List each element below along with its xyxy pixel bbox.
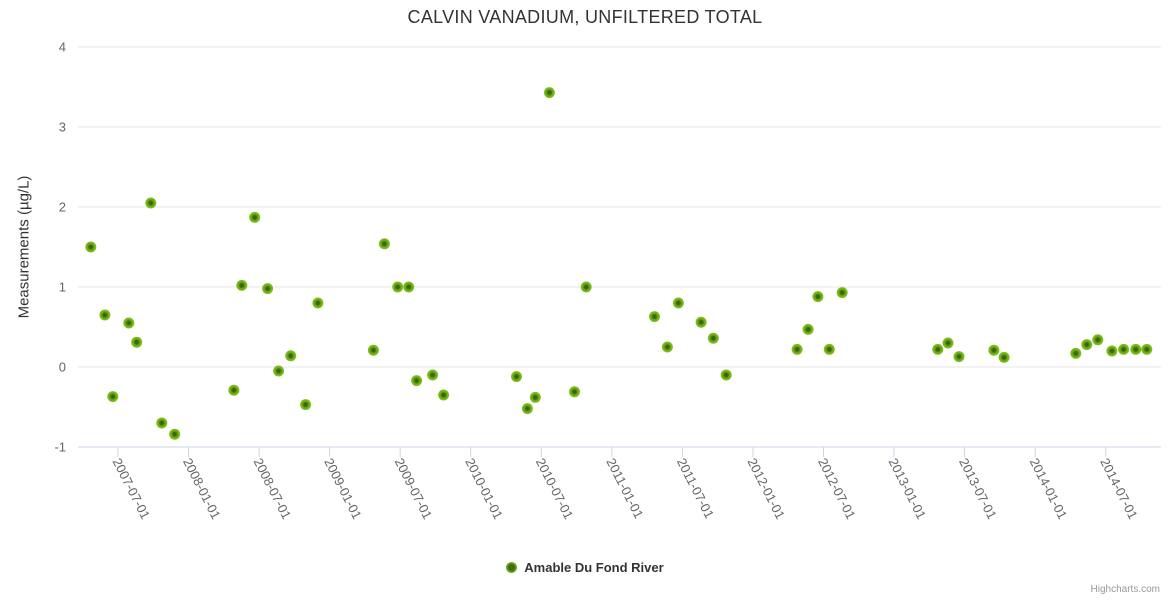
x-axis-tick-label: 2014-07-01 <box>1097 456 1141 522</box>
y-axis-tick-label: 2 <box>59 200 66 215</box>
data-point[interactable] <box>392 281 404 293</box>
data-point[interactable] <box>580 281 592 293</box>
data-point[interactable] <box>812 291 824 303</box>
data-point[interactable] <box>953 351 965 363</box>
x-axis-tick-label: 2009-01-01 <box>321 456 365 522</box>
data-point[interactable] <box>942 337 954 349</box>
x-axis-tick-label: 2012-07-01 <box>815 456 859 522</box>
y-axis-tick-label: 1 <box>59 280 66 295</box>
data-point[interactable] <box>285 350 297 362</box>
x-axis-tick-label: 2007-07-01 <box>110 456 154 522</box>
data-point[interactable] <box>273 365 285 377</box>
x-axis-tick-label: 2011-07-01 <box>674 456 717 521</box>
data-point[interactable] <box>1070 347 1082 359</box>
x-axis-tick-label: 2013-07-01 <box>956 456 1000 522</box>
data-point[interactable] <box>791 343 803 355</box>
data-point[interactable] <box>521 403 533 415</box>
data-point[interactable] <box>649 311 660 323</box>
data-point[interactable] <box>262 283 274 295</box>
legend: Amable Du Fond River <box>0 560 1170 575</box>
data-point[interactable] <box>156 417 168 429</box>
data-point[interactable] <box>145 197 157 209</box>
data-point[interactable] <box>438 389 450 401</box>
legend-label: Amable Du Fond River <box>524 560 664 575</box>
data-point[interactable] <box>1092 334 1104 346</box>
data-point[interactable] <box>1130 343 1142 355</box>
y-axis-tick-label: 0 <box>59 360 66 375</box>
data-point[interactable] <box>695 316 707 328</box>
x-axis-tick-label: 2011-01-01 <box>603 456 646 521</box>
x-axis-tick-label: 2012-01-01 <box>744 456 788 522</box>
y-axis-tick-label: 4 <box>59 40 66 55</box>
data-point[interactable] <box>312 297 324 309</box>
data-point[interactable] <box>707 332 719 344</box>
data-point[interactable] <box>367 344 379 356</box>
y-axis-tick-label: 3 <box>59 120 66 135</box>
data-point[interactable] <box>131 336 143 348</box>
data-point[interactable] <box>661 341 673 353</box>
data-point[interactable] <box>378 238 390 250</box>
data-point[interactable] <box>107 391 119 403</box>
data-point[interactable] <box>720 369 732 381</box>
data-point[interactable] <box>511 371 522 383</box>
x-axis-tick-label: 2008-01-01 <box>180 456 224 522</box>
highcharts-credits-link[interactable]: Highcharts.com <box>1090 584 1160 595</box>
x-axis-tick-label: 2010-07-01 <box>533 456 577 522</box>
data-point[interactable] <box>1141 343 1153 355</box>
data-point[interactable] <box>427 369 439 381</box>
x-axis-tick-label: 2010-01-01 <box>462 456 506 522</box>
data-point[interactable] <box>988 344 1000 356</box>
data-point[interactable] <box>802 323 814 335</box>
data-point[interactable] <box>411 375 423 387</box>
data-point[interactable] <box>99 309 111 321</box>
data-point[interactable] <box>529 391 541 403</box>
data-point[interactable] <box>1106 345 1118 357</box>
data-point[interactable] <box>228 384 240 396</box>
data-point[interactable] <box>123 317 135 329</box>
data-point[interactable] <box>169 428 181 440</box>
x-axis-tick-label: 2014-01-01 <box>1027 456 1071 522</box>
chart-title: CALVIN VANADIUM, UNFILTERED TOTAL <box>407 7 763 27</box>
x-axis-tick-label: 2008-07-01 <box>251 456 295 522</box>
x-axis-tick-label: 2009-07-01 <box>392 456 436 522</box>
series-marker-icon <box>506 562 518 573</box>
legend-item-amable-du-fond-river[interactable]: Amable Du Fond River <box>506 560 664 575</box>
data-point[interactable] <box>823 343 835 355</box>
data-point[interactable] <box>932 343 944 355</box>
data-point[interactable] <box>543 87 555 99</box>
x-axis-tick-label: 2013-01-01 <box>886 456 930 522</box>
data-point[interactable] <box>85 241 97 253</box>
data-point[interactable] <box>1081 339 1093 351</box>
data-point[interactable] <box>300 399 312 411</box>
data-point[interactable] <box>249 211 261 223</box>
data-point[interactable] <box>236 279 248 291</box>
data-point[interactable] <box>836 287 848 299</box>
y-axis-tick-label: -1 <box>54 440 66 455</box>
data-point[interactable] <box>1118 343 1130 355</box>
data-point[interactable] <box>672 297 684 309</box>
data-point[interactable] <box>569 386 580 398</box>
data-point[interactable] <box>403 281 415 293</box>
data-point[interactable] <box>998 351 1010 363</box>
